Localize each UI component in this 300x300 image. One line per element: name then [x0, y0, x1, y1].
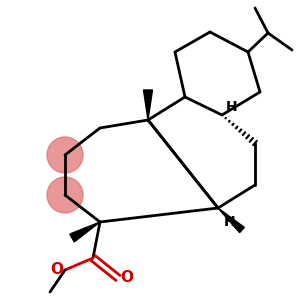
Circle shape — [47, 137, 83, 173]
Text: H: H — [226, 100, 238, 114]
Polygon shape — [70, 222, 100, 242]
Text: H: H — [224, 215, 236, 229]
Text: O: O — [121, 271, 134, 286]
Text: O: O — [50, 262, 64, 278]
Polygon shape — [143, 90, 152, 120]
Circle shape — [47, 177, 83, 213]
Polygon shape — [218, 208, 244, 232]
